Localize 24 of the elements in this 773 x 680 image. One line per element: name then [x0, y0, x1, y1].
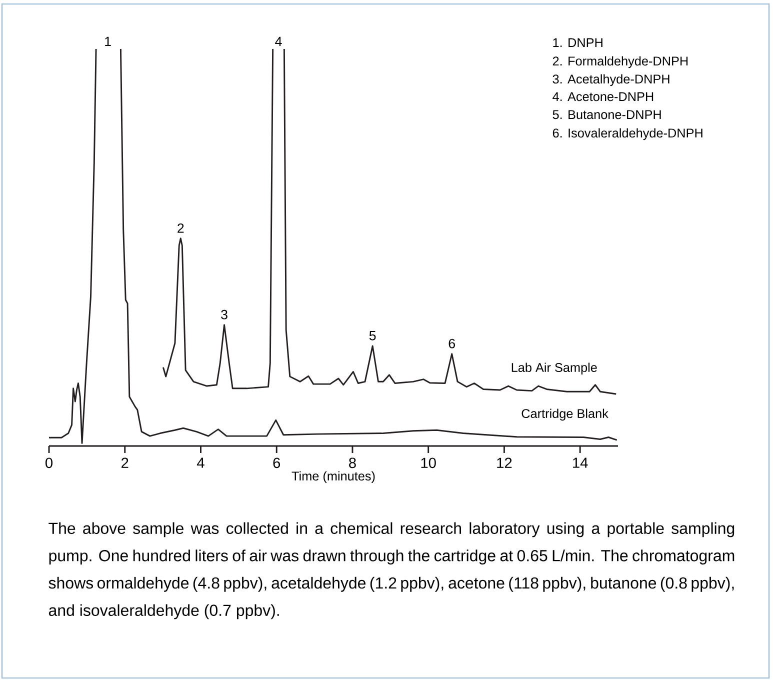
annotation: 3. Acetalhyde-DNPH [552, 74, 670, 86]
text: 1. DNPH [553, 38, 602, 47]
x-tick-label: 0 [45, 458, 52, 468]
text: 4 [275, 36, 282, 46]
annotation: 3 [221, 310, 228, 320]
x-tick-label: 14 [573, 458, 588, 468]
x-tick-label: 2 [122, 458, 128, 468]
annotation: 5. Butanone-DNPH [552, 110, 661, 120]
text: The above sample was collected in a chemical research laboratory using a portable sampling pump. One hundred liters of air was drawn through the cartridge at 0.65 L/min. The chromatogram shows ormaldehyde (4.8 ppbv), acetaldehyde (1.2 ppbv), acetone (118 ppbv), butanone (0.8 ppbv), and isovaleraldehyde (0.7 ppbv). [48, 522, 734, 620]
annotation: 2 [178, 223, 184, 233]
x-tick-label: 6 [273, 458, 280, 468]
annotation: 4. Acetone-DNPH [552, 92, 654, 102]
x-tick-label: 10 [421, 458, 436, 468]
annotation: 6. Isovaleraldehyde-DNPH [552, 128, 702, 140]
annotation: 5 [369, 331, 376, 340]
annotation: 6 [448, 338, 455, 348]
x-axis-title: Time (minutes) [292, 471, 375, 484]
series-label: Cartridge Blank [522, 408, 608, 421]
series-label: Lab Air Sample [512, 362, 597, 375]
x-tick-label: 4 [196, 458, 204, 468]
x-tick-label: 12 [497, 458, 512, 468]
x-tick-label: 8 [349, 458, 356, 468]
annotation: 2. Formaldehyde-DNPH [552, 56, 688, 68]
text: 1 [105, 36, 111, 46]
